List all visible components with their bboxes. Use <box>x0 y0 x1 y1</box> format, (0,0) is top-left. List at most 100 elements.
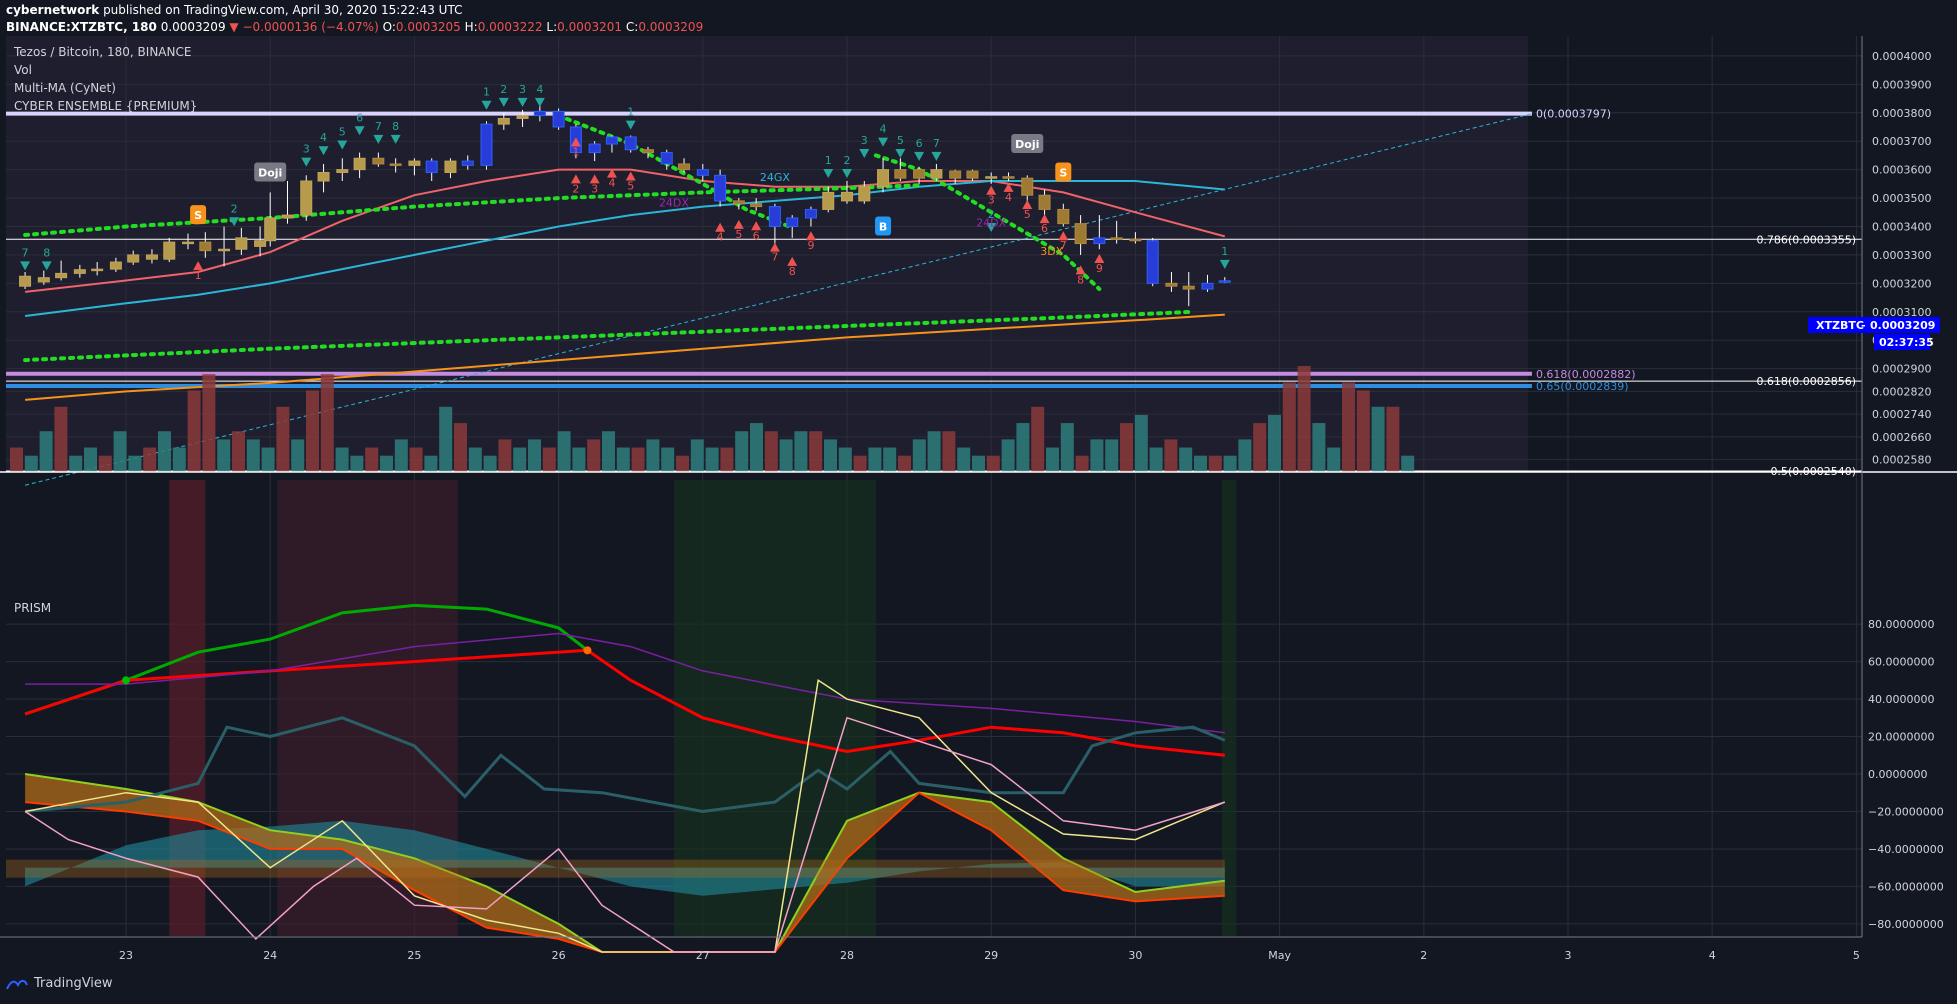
volume-bar <box>113 431 127 472</box>
price-axis-tick: 0.0003800 <box>1872 107 1932 120</box>
signal-triangle <box>1039 214 1050 224</box>
candle-body <box>1110 237 1123 240</box>
candle-body <box>1002 176 1015 179</box>
prism-axis-tick: 40.0000000 <box>1868 693 1934 706</box>
volume-bar <box>454 423 467 472</box>
signal-triangle <box>193 261 204 271</box>
volume-bar <box>483 455 497 472</box>
open-label: O: <box>382 20 396 34</box>
prism-cross-dot <box>122 676 130 685</box>
volume-bar <box>1253 423 1267 472</box>
candle-body <box>91 268 104 272</box>
candle-body <box>480 123 493 166</box>
legend-vol[interactable]: Vol <box>14 63 32 77</box>
time-axis-tick: 24 <box>263 949 277 962</box>
volume-bar <box>750 423 763 472</box>
volume-bar <box>1312 423 1326 472</box>
candle-body <box>768 206 781 227</box>
price-pane: 0(0.0003797) 0.786(0.0003355) 0.618(0.0002… <box>6 36 1862 937</box>
signal-triangle <box>823 168 834 178</box>
volume-pane <box>10 366 1444 473</box>
prism-axis-tick: −60.0000000 <box>1868 880 1944 893</box>
signal-triangle <box>20 261 31 271</box>
prism-axis-tick: 0.0000000 <box>1868 768 1928 781</box>
candle-body <box>533 110 546 117</box>
dotted-ma-line <box>556 113 792 229</box>
volume-bar <box>158 431 171 472</box>
price-axis-tick: 0.0003400 <box>1872 220 1932 233</box>
candle-body <box>516 115 529 119</box>
countdown-bg <box>1874 334 1930 350</box>
candle-body <box>55 272 68 279</box>
footer-brand[interactable]: TradingView <box>34 976 113 991</box>
cross-signal-label: 24GX <box>760 171 791 184</box>
sequence-count-label: 2 <box>572 182 579 195</box>
fib-level-label: 0(0.0003797) <box>1536 108 1611 121</box>
volume-bar <box>1001 439 1015 472</box>
volume-bar <box>690 439 704 472</box>
volume-bar <box>764 431 778 472</box>
volume-bar <box>898 455 911 472</box>
prism-cloud-top-line <box>24 773 1225 953</box>
candle-body <box>218 248 231 252</box>
price-axis-tick: 0.0003200 <box>1872 277 1932 290</box>
signal-triangle <box>805 231 816 241</box>
volume-bar <box>868 447 882 472</box>
candle-body <box>1218 280 1231 283</box>
volume-bar <box>335 447 349 472</box>
sequence-count-label: 5 <box>897 134 904 147</box>
tradingview-logo-icon[interactable] <box>6 977 28 991</box>
volume-bar <box>853 455 867 472</box>
time-axis-tick: 25 <box>407 949 421 962</box>
candle-body <box>786 217 799 227</box>
sequence-count-label: 8 <box>392 120 399 133</box>
signal-triangle <box>373 134 384 144</box>
sequence-count-label: 2 <box>988 208 995 221</box>
sequence-count-label: 4 <box>320 131 327 144</box>
candle-body <box>372 157 385 165</box>
volume-bar <box>572 447 586 472</box>
symbol-interval: BINANCE:XTZBTC, 180 <box>6 20 157 34</box>
price-axis-tick: 0.0003500 <box>1872 192 1932 205</box>
pattern-badge-label: Doji <box>1015 138 1039 151</box>
legend-title[interactable]: Tezos / Bitcoin, 180, BINANCE <box>13 45 191 59</box>
volume-bar <box>1031 406 1045 472</box>
candle-body <box>624 136 637 151</box>
volume-bar <box>957 447 971 472</box>
candle-body <box>949 170 962 179</box>
candle-body <box>985 176 998 179</box>
candle-body <box>588 143 601 154</box>
volume-bar <box>320 374 334 472</box>
signal-triangle <box>1058 231 1069 241</box>
chart-canvas[interactable]: 0(0.0003797) 0.786(0.0003355) 0.618(0.0002… <box>0 36 1957 970</box>
legend-ma[interactable]: Multi-MA (CyNet) <box>14 81 116 95</box>
cross-signal-label: 24DX <box>976 216 1006 229</box>
candle-body <box>678 163 691 171</box>
signal-triangle <box>41 261 52 271</box>
legend-ensemble[interactable]: CYBER ENSEMBLE {PREMIUM} <box>14 99 197 113</box>
prism-baseline-band <box>6 859 1225 878</box>
prism-axis-tick: 20.0000000 <box>1868 731 1934 744</box>
author-name[interactable]: cybernetwork <box>6 3 100 17</box>
volume-bar <box>498 439 512 472</box>
candle-body <box>1093 237 1106 245</box>
signal-triangle <box>1094 253 1105 263</box>
volume-bar <box>232 431 245 472</box>
volume-bar <box>1282 382 1296 472</box>
volume-bar <box>1090 439 1104 472</box>
footer: TradingView <box>6 976 113 991</box>
candle-body <box>804 208 817 219</box>
price-axis-tick: 0.0003300 <box>1872 249 1932 262</box>
sequence-count-label: 3 <box>519 83 526 96</box>
volume-bar <box>98 455 112 472</box>
sequence-count-label: 7 <box>933 137 940 150</box>
volume-bar <box>779 439 793 472</box>
volume-bar <box>1342 382 1355 472</box>
time-axis-tick: 3 <box>1565 949 1572 962</box>
sequence-count-label: 9 <box>807 239 814 252</box>
price-change: ▼ −0.0000136 (−4.07%) <box>229 20 379 34</box>
candle-body <box>145 254 158 260</box>
candle-body <box>109 261 122 270</box>
legend-prism[interactable]: PRISM <box>14 601 51 615</box>
signal-triangle <box>606 168 617 178</box>
